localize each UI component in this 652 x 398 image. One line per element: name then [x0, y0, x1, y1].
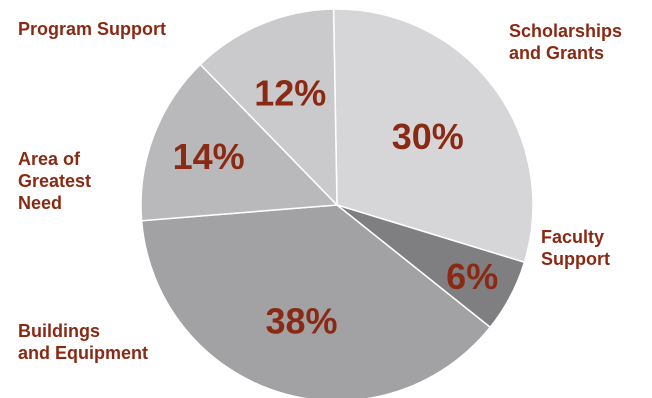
data-label-faculty-support: 6% [446, 256, 498, 297]
data-label-buildings-and-equipment: 38% [265, 301, 337, 342]
legend-label-buildings-and-equipment: Buildings and Equipment [18, 321, 148, 363]
legend-label-scholarships-and-grants: Scholarships and Grants [509, 21, 623, 63]
data-label-area-of-greatest-need: 14% [173, 136, 245, 177]
pie-slice-scholarships-and-grants [332, 8, 534, 264]
legend-label-faculty-support: Faculty Support [541, 227, 610, 269]
data-label-program-support: 12% [254, 72, 326, 113]
legend-label-area-of-greatest-need: Area of Greatest Need [18, 149, 92, 213]
pie-slice-program-support [199, 8, 338, 207]
pie-slice-buildings-and-equipment [140, 204, 492, 398]
pie-slice-area-of-greatest-need [140, 63, 339, 222]
data-label-scholarships-and-grants: 30% [392, 116, 464, 157]
legend-label-program-support: Program Support [18, 19, 167, 39]
